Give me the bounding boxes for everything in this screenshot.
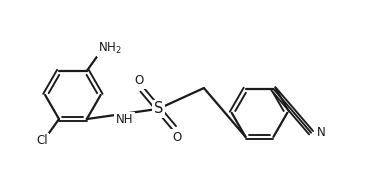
Text: NH: NH [116, 113, 133, 126]
Text: Cl: Cl [36, 134, 48, 147]
Text: N: N [317, 126, 326, 139]
Text: S: S [154, 101, 163, 116]
Text: NH$_2$: NH$_2$ [98, 41, 121, 56]
Text: O: O [173, 131, 182, 144]
Text: O: O [135, 74, 144, 87]
